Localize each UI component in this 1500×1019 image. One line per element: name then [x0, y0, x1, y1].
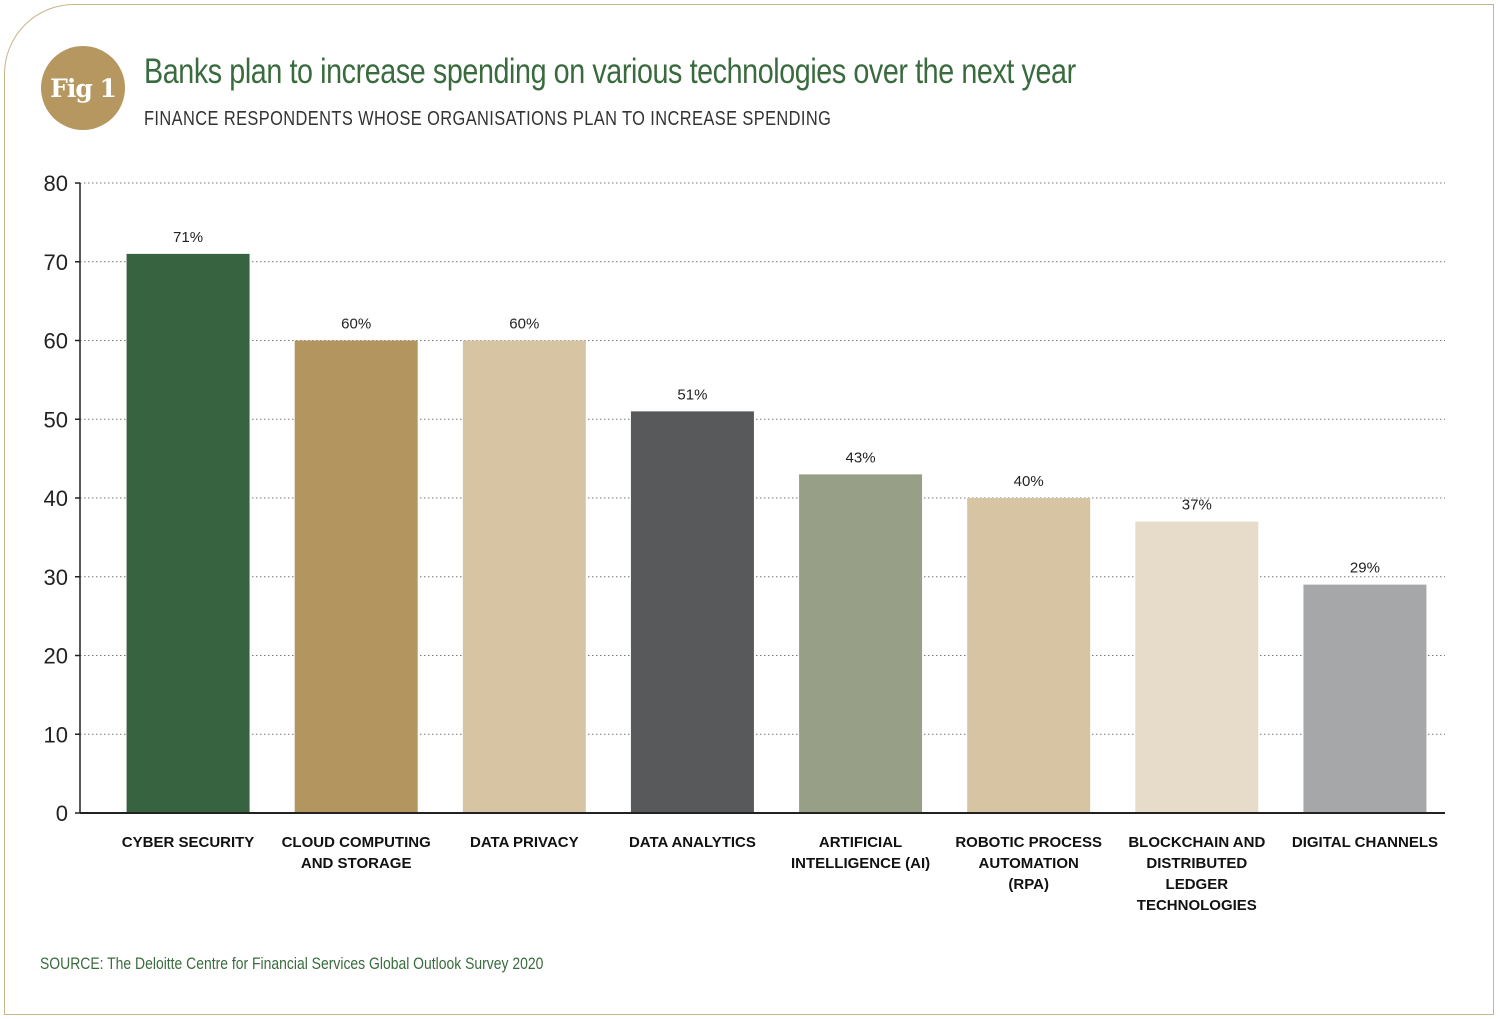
y-tick-label: 0: [56, 801, 68, 826]
data-label: 60%: [509, 316, 539, 333]
y-axis-ticks: 0 10 20 30 40 50 60 70 80: [44, 171, 80, 826]
category-labels: CYBER SECURITY CLOUD COMPUTING AND STORAGE…: [122, 834, 1438, 914]
source-note: SOURCE: The Deloitte Centre for Financia…: [40, 954, 544, 973]
bars: [126, 253, 1427, 813]
x-tick-label: CYBER SECURITY: [122, 834, 255, 851]
figure-badge: Fig 1: [41, 46, 125, 130]
y-tick-label: 10: [44, 722, 68, 747]
bar: [126, 253, 250, 813]
y-tick-label: 70: [44, 250, 68, 275]
chart-subtitle: FINANCE RESPONDENTS WHOSE ORGANISATIONS …: [144, 108, 832, 130]
data-label: 51%: [677, 386, 707, 403]
y-tick-label: 40: [44, 486, 68, 511]
x-tick-label: ROBOTIC PROCESS AUTOMATION (RPA): [955, 834, 1102, 893]
x-tick-label: BLOCKCHAIN AND DISTRIBUTED LEDGER TECHNOLOG…: [1128, 834, 1265, 914]
bar: [462, 340, 586, 813]
bar: [799, 474, 923, 813]
y-tick-label: 60: [44, 329, 68, 354]
data-label: 60%: [341, 316, 371, 333]
bar: [630, 411, 754, 813]
x-tick-label: DIGITAL CHANNELS: [1292, 834, 1438, 851]
data-label: 37%: [1182, 497, 1212, 514]
bar: [967, 498, 1091, 813]
y-tick-label: 50: [44, 407, 68, 432]
value-labels: 71% 60% 60% 51% 43% 40% 37% 29%: [173, 229, 1380, 577]
data-label: 40%: [1014, 473, 1044, 490]
bar: [1303, 584, 1427, 813]
y-tick-label: 80: [44, 171, 68, 196]
bar: [1135, 521, 1259, 813]
x-tick-label: ARTIFICIAL INTELLIGENCE (AI): [791, 834, 930, 872]
data-label: 71%: [173, 229, 203, 246]
x-tick-label: CLOUD COMPUTING AND STORAGE: [282, 834, 431, 872]
data-label: 43%: [846, 449, 876, 466]
y-tick-label: 30: [44, 565, 68, 590]
data-label: 29%: [1350, 560, 1380, 577]
bar: [294, 340, 418, 813]
x-tick-label: DATA ANALYTICS: [629, 834, 756, 851]
chart-title: Banks plan to increase spending on vario…: [144, 52, 1076, 91]
y-tick-label: 20: [44, 644, 68, 669]
x-tick-label: DATA PRIVACY: [470, 834, 579, 851]
